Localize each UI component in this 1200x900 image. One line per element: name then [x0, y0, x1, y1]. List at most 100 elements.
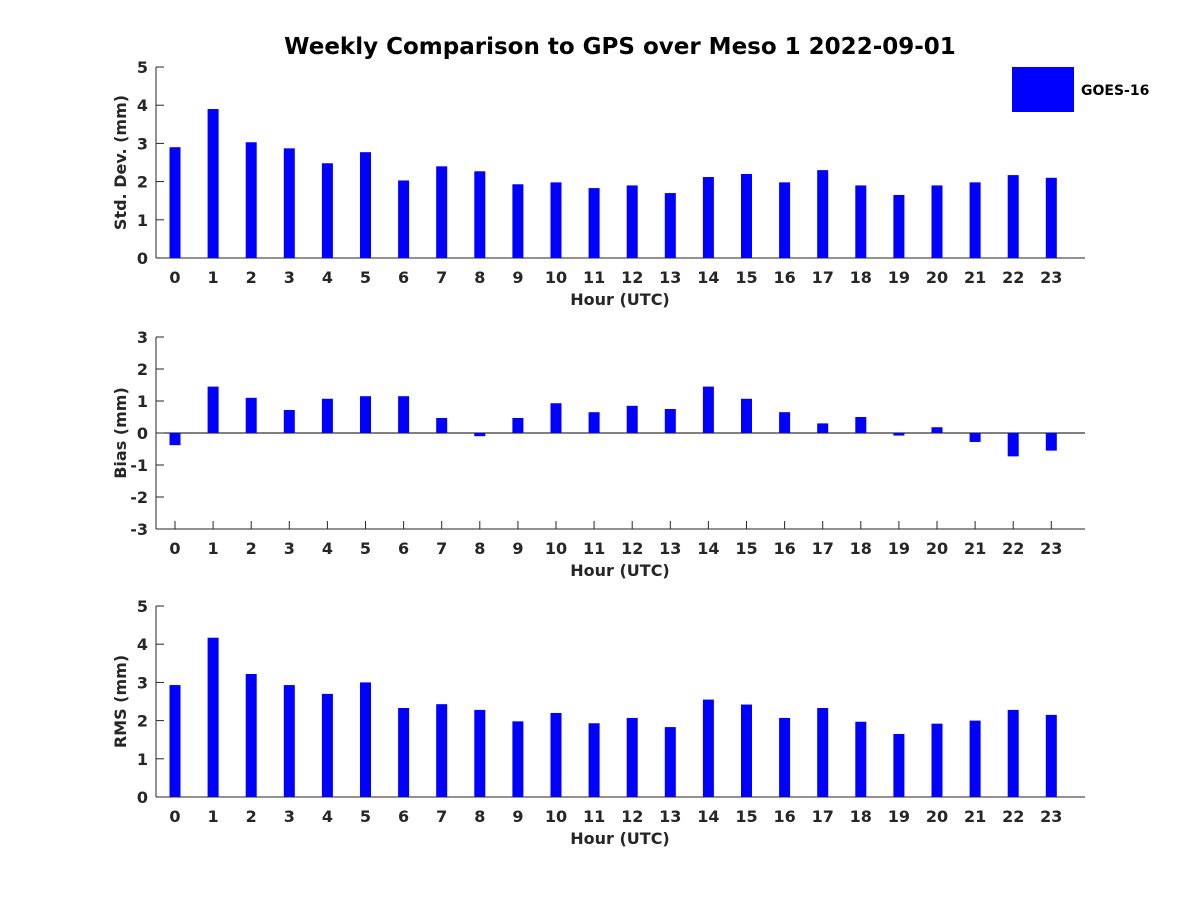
bar-hour-15 [741, 173, 752, 258]
y-tick-label: 2 [137, 360, 148, 379]
bar-hour-22 [1007, 175, 1019, 258]
y-tick-label: -3 [130, 520, 148, 539]
bar-hour-17 [817, 423, 829, 433]
x-tick-label: 12 [621, 539, 643, 558]
x-tick-label: 23 [1040, 539, 1062, 558]
bar-hour-6 [398, 396, 410, 433]
x-tick-label: 16 [773, 807, 795, 826]
bar-hour-5 [360, 396, 371, 433]
x-tick-label: 5 [360, 268, 371, 287]
bar-hour-0 [169, 433, 181, 446]
bar-hour-5 [360, 152, 371, 258]
x-tick-label: 2 [246, 539, 257, 558]
x-tick-label: 10 [545, 268, 567, 287]
bar-hour-9 [512, 721, 524, 797]
x-tick-label: 3 [284, 807, 295, 826]
bar-hour-2 [245, 673, 257, 797]
x-tick-label: 5 [360, 539, 371, 558]
bar-hour-19 [893, 433, 905, 436]
x-tick-label: 6 [398, 807, 409, 826]
bar-hour-10 [550, 182, 562, 258]
x-tick-label: 14 [697, 539, 719, 558]
x-tick-label: 19 [888, 807, 910, 826]
bar-hour-6 [398, 707, 410, 797]
x-tick-label: 5 [360, 807, 371, 826]
x-tick-label: 6 [398, 268, 409, 287]
bar-hour-3 [283, 409, 295, 433]
x-axis-label: Hour (UTC) [570, 829, 670, 848]
x-tick-label: 1 [208, 539, 219, 558]
x-tick-label: 21 [964, 539, 986, 558]
bar-hour-20 [931, 427, 943, 433]
x-tick-label: 10 [545, 539, 567, 558]
y-axis-label: Std. Dev. (mm) [111, 95, 130, 230]
bar-hour-7 [436, 166, 448, 258]
x-tick-label: 12 [621, 807, 643, 826]
y-tick-label: 3 [137, 134, 148, 153]
x-tick-label: 9 [512, 268, 523, 287]
bar-hour-2 [245, 142, 257, 258]
x-tick-label: 12 [621, 268, 643, 287]
bar-hour-4 [321, 398, 333, 433]
x-tick-label: 18 [850, 539, 872, 558]
x-tick-label: 2 [246, 807, 257, 826]
bar-hour-11 [588, 723, 600, 797]
x-tick-label: 17 [812, 268, 834, 287]
x-tick-label: 23 [1040, 268, 1062, 287]
bar-hour-23 [1045, 433, 1057, 451]
x-tick-label: 22 [1002, 268, 1024, 287]
bar-hour-16 [779, 412, 791, 433]
y-tick-label: 1 [137, 392, 148, 411]
x-tick-label: 0 [169, 807, 180, 826]
x-tick-label: 8 [474, 268, 485, 287]
x-tick-label: 17 [812, 539, 834, 558]
bar-hour-16 [779, 182, 791, 258]
x-tick-label: 2 [246, 268, 257, 287]
bar-hour-21 [969, 182, 981, 258]
bar-hour-20 [931, 723, 943, 797]
bar-hour-1 [207, 637, 219, 797]
y-axis-label: Bias (mm) [111, 387, 130, 479]
x-tick-label: 0 [169, 268, 180, 287]
bar-hour-8 [474, 433, 486, 437]
x-tick-label: 14 [697, 807, 719, 826]
x-tick-label: 22 [1002, 807, 1024, 826]
x-tick-label: 4 [322, 539, 333, 558]
x-tick-label: 16 [773, 268, 795, 287]
x-tick-label: 11 [583, 268, 605, 287]
bar-hour-4 [321, 163, 333, 258]
y-tick-label: 3 [137, 328, 148, 347]
bar-hour-13 [664, 193, 676, 258]
x-tick-label: 7 [436, 539, 447, 558]
bar-hour-12 [626, 717, 638, 797]
bar-hour-18 [855, 721, 867, 797]
x-tick-label: 18 [850, 807, 872, 826]
bar-hour-23 [1045, 714, 1057, 797]
x-tick-label: 19 [888, 268, 910, 287]
x-tick-label: 3 [284, 539, 295, 558]
x-tick-label: 13 [659, 807, 681, 826]
x-tick-label: 6 [398, 539, 409, 558]
bar-hour-14 [702, 386, 714, 433]
y-axis-label: RMS (mm) [111, 655, 130, 748]
x-tick-label: 20 [926, 807, 948, 826]
x-tick-label: 22 [1002, 539, 1024, 558]
bar-hour-8 [474, 171, 486, 258]
bar-hour-22 [1007, 433, 1019, 457]
y-tick-label: 2 [137, 712, 148, 731]
x-tick-label: 20 [926, 268, 948, 287]
bar-hour-7 [436, 704, 448, 797]
bar-hour-15 [741, 704, 752, 797]
x-tick-label: 19 [888, 539, 910, 558]
x-tick-label: 1 [208, 807, 219, 826]
x-tick-label: 8 [474, 539, 485, 558]
bar-hour-18 [855, 417, 867, 433]
bar-hour-18 [855, 185, 867, 258]
x-tick-label: 23 [1040, 807, 1062, 826]
y-tick-label: 2 [137, 173, 148, 192]
y-tick-label: 0 [137, 788, 148, 807]
bar-hour-1 [207, 109, 219, 259]
